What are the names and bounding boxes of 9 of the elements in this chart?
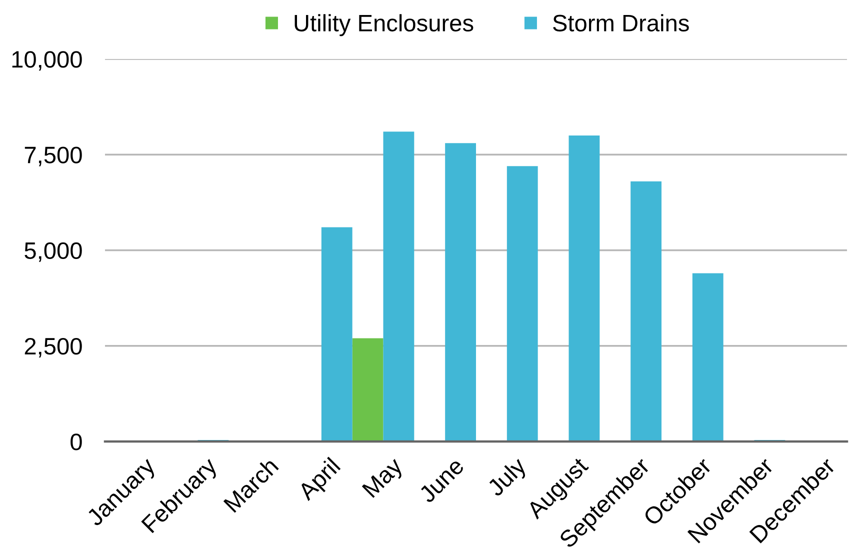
legend-label: Utility Enclosures [294,14,474,36]
legend-label: Storm Drains [553,14,689,32]
y-tick-label: 10,000 [12,51,82,71]
y-tick-label: 5,000 [24,242,82,262]
x-tick-label: May [362,456,407,502]
x-tick-label: July [486,456,531,501]
y-tick-label: 0 [70,434,82,450]
y-tick-label: 7,500 [24,146,82,166]
y-tick-label: 2,500 [24,338,82,358]
